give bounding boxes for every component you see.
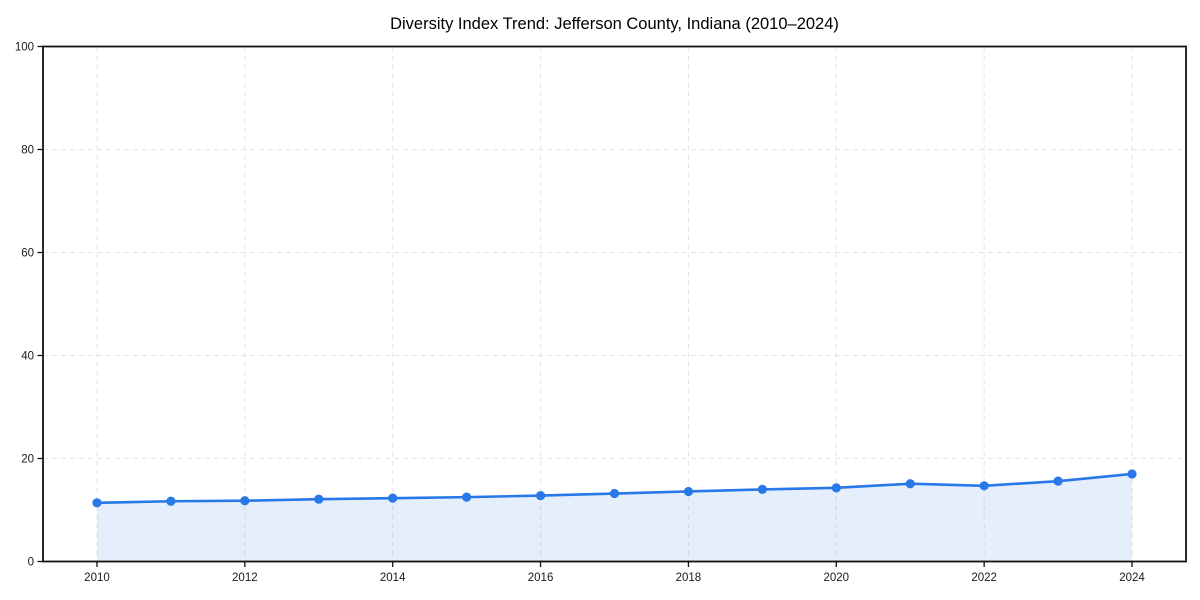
data-point (905, 479, 915, 489)
area-under-line (96, 473, 1133, 562)
tick-labels: 0 20 40 60 80 100 2010 2012 2014 2016 2018 2020 2022… (15, 42, 1146, 585)
y-tick-label: 100 (15, 42, 34, 54)
data-point (1053, 476, 1063, 486)
data-point (1127, 469, 1137, 479)
chart-title: Diversity Index Trend: Jefferson County,… (390, 15, 839, 33)
axes (37, 45, 1187, 567)
plot-border (42, 45, 1187, 563)
data-point (92, 498, 102, 508)
data-point (535, 490, 546, 501)
data-point (979, 481, 989, 491)
area-fill (96, 473, 1133, 562)
y-tick-label: 0 (28, 557, 34, 569)
data-point (609, 488, 620, 499)
data-point (240, 496, 250, 506)
x-tick-label: 2022 (971, 572, 997, 584)
x-tick-label: 2024 (1119, 572, 1145, 584)
x-tick-label: 2010 (84, 572, 110, 584)
data-point (314, 494, 324, 504)
data-point (388, 493, 398, 503)
x-tick-label: 2012 (232, 572, 258, 584)
y-tick-label: 40 (21, 351, 34, 363)
data-point (462, 492, 472, 502)
x-tick-label: 2014 (380, 572, 406, 584)
data-point (831, 483, 841, 493)
x-tick-label: 2020 (824, 572, 850, 584)
y-tick-label: 80 (21, 145, 34, 157)
y-tick-label: 60 (21, 248, 34, 260)
data-point (757, 484, 767, 494)
gridlines (43, 46, 1186, 562)
data-points (92, 469, 1137, 508)
x-tick-label: 2016 (528, 572, 554, 584)
data-point (683, 486, 694, 497)
y-tick-label: 20 (21, 454, 34, 466)
data-point (166, 496, 176, 506)
x-tick-label: 2018 (676, 572, 702, 584)
